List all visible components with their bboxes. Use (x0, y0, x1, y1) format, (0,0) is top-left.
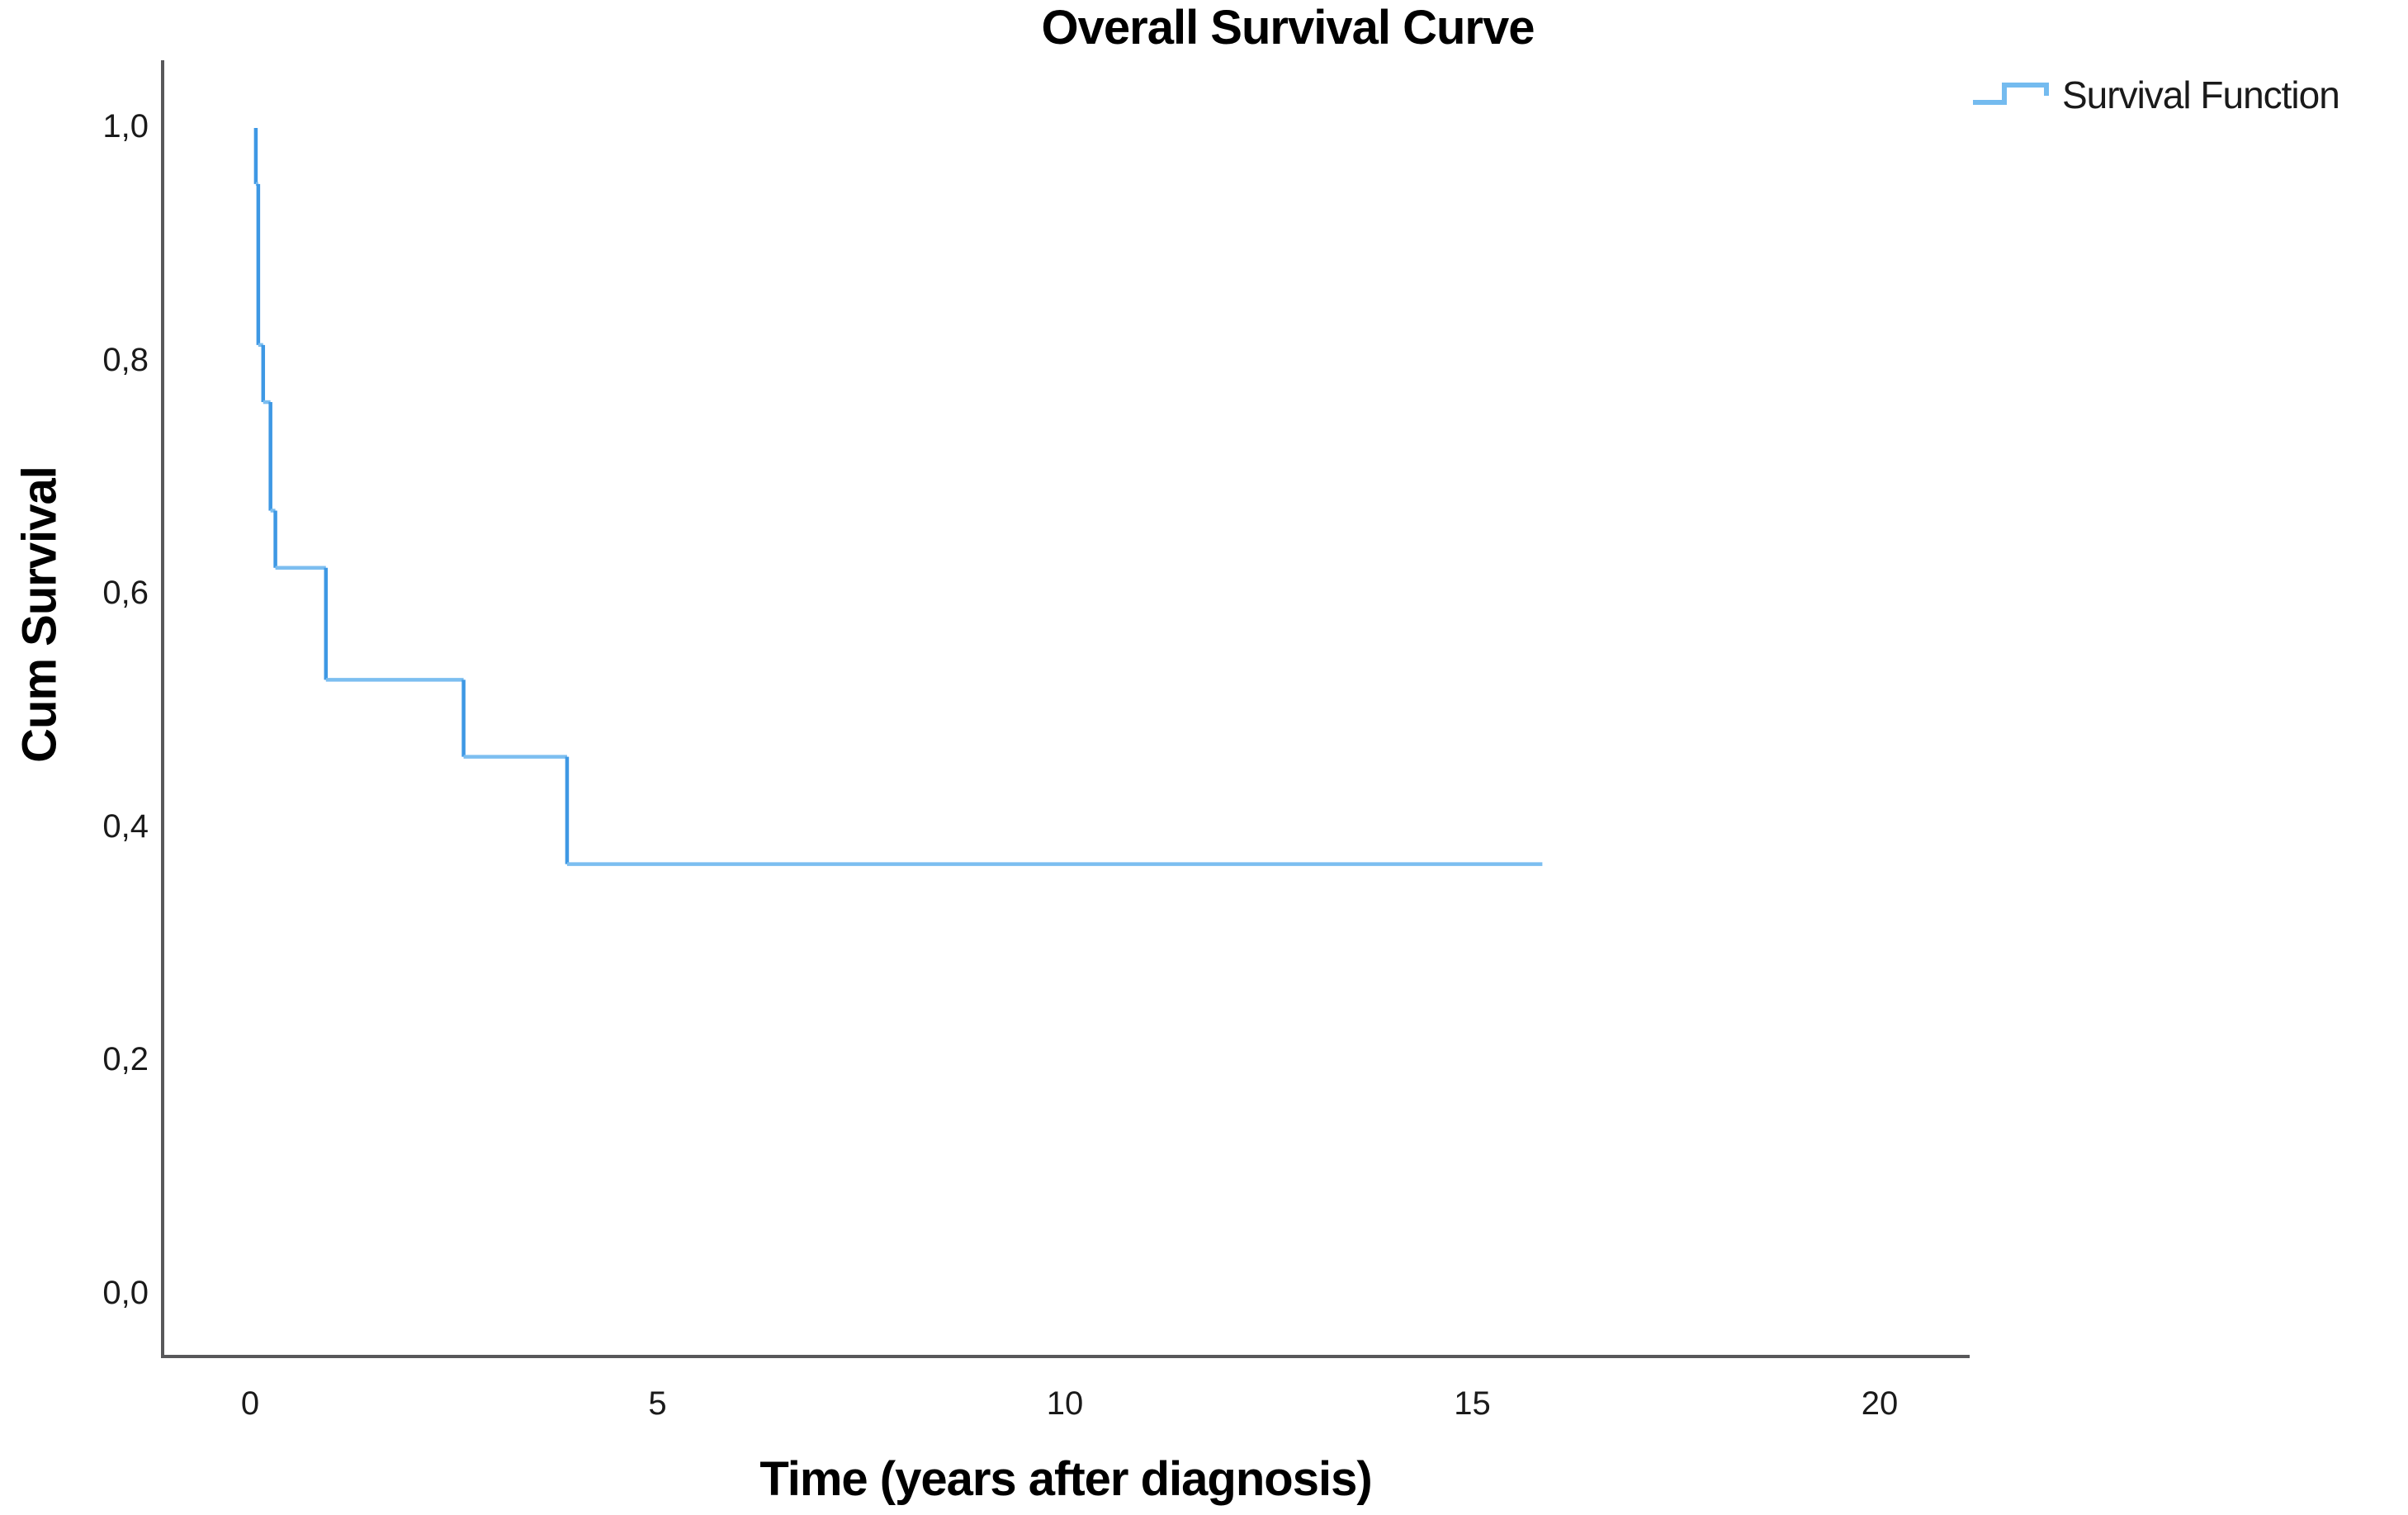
legend: Survival Function (1971, 73, 2340, 117)
x-tick-label: 15 (1454, 1385, 1491, 1422)
chart-title: Overall Survival Curve (1041, 1, 1535, 54)
y-axis-title: Cum Survival (12, 466, 67, 763)
x-axis-title: Time (years after diagnosis) (759, 1452, 1372, 1506)
survival-function-line-icon (1973, 83, 2049, 105)
y-tick-label: 0,0 (102, 1275, 149, 1311)
x-tick-label: 5 (648, 1385, 667, 1422)
x-tick-label: 20 (1861, 1385, 1899, 1422)
x-tick-label: 10 (1046, 1385, 1084, 1422)
y-tick-label: 0,8 (102, 341, 149, 378)
survival-curve (253, 128, 1543, 866)
y-tick-label: 0,6 (102, 575, 149, 612)
y-tick-label: 0,4 (102, 807, 149, 845)
y-tick-label: 0,2 (102, 1041, 149, 1078)
y-tick-label: 1,0 (102, 108, 149, 144)
legend-label: Survival Function (2062, 73, 2340, 116)
x-tick-label: 0 (240, 1385, 260, 1422)
